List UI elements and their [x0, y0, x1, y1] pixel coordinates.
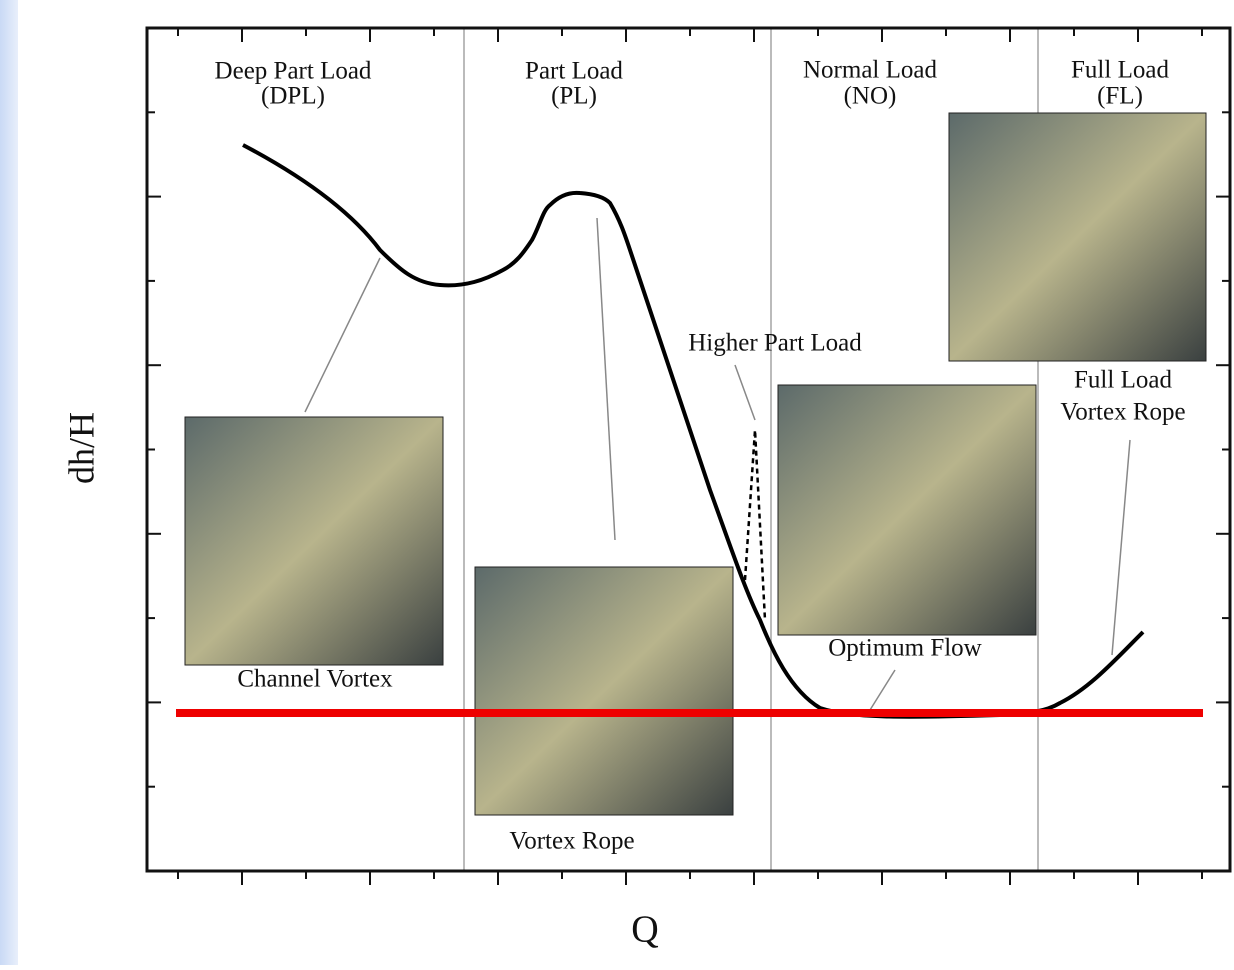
region-abbr: (PL) — [551, 83, 597, 110]
region-name: Full Load — [1071, 57, 1169, 84]
photo-channel-vortex — [184, 416, 444, 666]
photo-optimum — [777, 384, 1037, 636]
region-abbr: (DPL) — [261, 83, 325, 110]
annotation: Optimum Flow — [828, 635, 982, 662]
annotation: Full Load — [1074, 367, 1172, 394]
annotation: Vortex Rope — [1060, 399, 1185, 426]
region-abbr: (NO) — [844, 83, 897, 110]
leader-lines — [304, 217, 1131, 711]
side-strip — [0, 0, 18, 965]
photo-vortex-rope — [474, 566, 734, 816]
x-axis-label: Q — [631, 909, 658, 951]
annotation: Higher Part Load — [688, 330, 862, 357]
annotation: Vortex Rope — [509, 828, 634, 855]
region-name: Normal Load — [803, 57, 937, 84]
y-axis-label: dh/H — [61, 412, 101, 484]
annotation: Channel Vortex — [237, 666, 393, 693]
region-name: Part Load — [525, 58, 623, 85]
region-abbr: (FL) — [1097, 83, 1143, 110]
region-name: Deep Part Load — [215, 58, 372, 85]
photos — [184, 112, 1207, 816]
ticks — [147, 28, 1230, 885]
photo-full-load — [948, 112, 1207, 362]
